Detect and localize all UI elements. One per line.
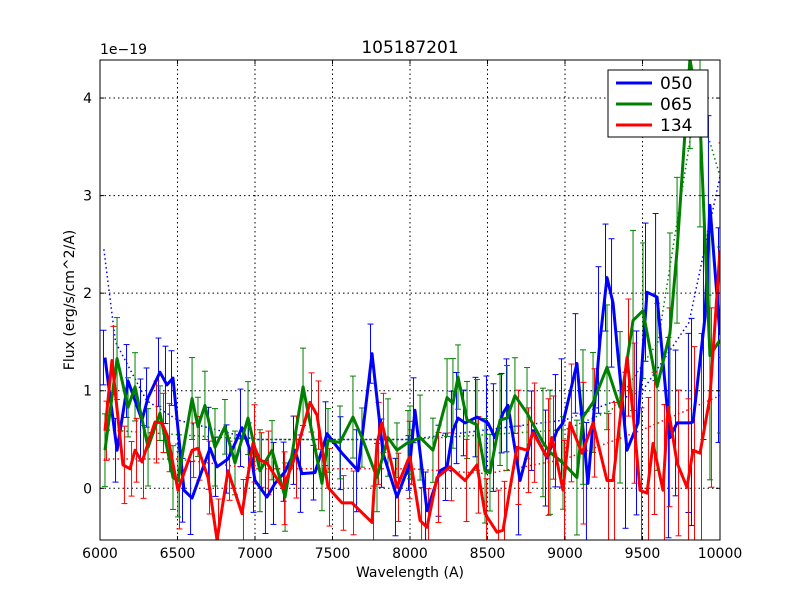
x-tick-label: 6000 [82,546,118,562]
x-tick-label: 7000 [237,546,273,562]
y-tick-label: 2 [83,286,92,302]
chart-title: 105187201 [361,38,458,58]
y-offset-text: 1e−19 [100,42,147,58]
series-line-group-134 [103,250,720,540]
series-line-group-065 [103,60,720,499]
model-line-065 [103,97,720,441]
x-axis-label: Wavelength (A) [356,565,464,581]
y-tick-label: 3 [83,189,92,205]
ticks: 6000 6500 7000 7500 8000 8500 9000 9500 10000 0 1 2… [82,60,742,562]
legend-label-050: 050 [660,74,692,94]
x-tick-label: 8000 [392,546,428,562]
model-line-134 [103,394,720,475]
y-tick-label: 0 [83,481,92,497]
series-line-134 [103,250,720,540]
x-tick-label: 8500 [470,546,506,562]
x-tick-label: 9500 [625,546,661,562]
legend-label-134: 134 [660,116,692,136]
y-axis-label: Flux (erg/s/cm^2/A) [62,230,78,370]
y-tick-label: 1 [83,384,92,400]
x-tick-label: 6500 [160,546,196,562]
plot-area [100,60,720,540]
legend-label-065: 065 [660,95,692,115]
x-tick-label: 10000 [698,546,743,562]
x-tick-label: 7500 [315,546,351,562]
y-tick-label: 4 [83,91,92,107]
x-tick-label: 9000 [547,546,583,562]
series-line-065 [103,60,720,499]
